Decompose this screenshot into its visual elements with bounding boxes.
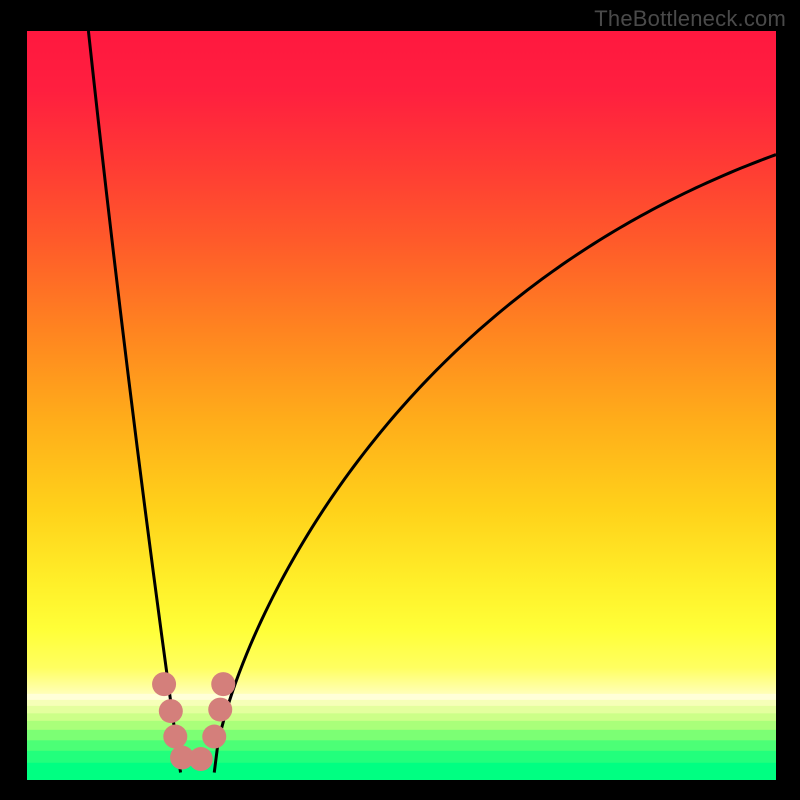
marker-dot [163,725,187,749]
marker-dot [152,672,176,696]
plot-area [27,31,776,780]
bottom-bands [27,694,776,780]
chart-root: TheBottleneck.com [0,0,800,800]
plot-svg [27,31,776,780]
marker-dot [208,698,232,722]
marker-dot [202,725,226,749]
marker-dot [189,747,213,771]
marker-dot [211,672,235,696]
marker-dot [159,699,183,723]
watermark-text: TheBottleneck.com [594,6,786,32]
